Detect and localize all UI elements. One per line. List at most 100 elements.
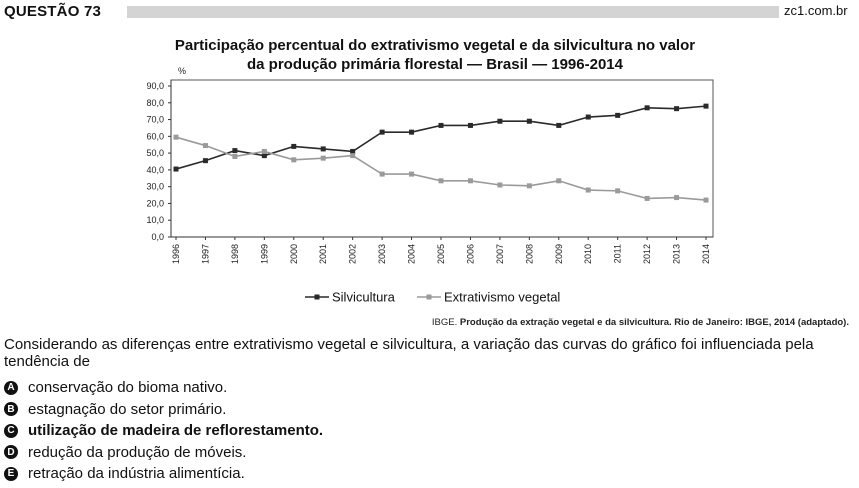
answer-options: A conservação do bioma nativo. B estagna…	[4, 377, 604, 485]
x-tick-label: 2012	[642, 244, 652, 264]
option-text-b: estagnação do setor primário.	[28, 400, 227, 418]
series-point-2	[202, 143, 208, 149]
y-tick-label: 0,0	[151, 232, 164, 242]
x-tick-label: 2006	[465, 244, 475, 264]
x-tick-label: 2004	[407, 244, 417, 264]
series-point-1	[291, 143, 297, 149]
x-tick-label: 2010	[583, 244, 593, 264]
y-tick-label: 90,0	[146, 81, 164, 91]
series-line-2	[175, 136, 707, 201]
series-point-2	[497, 182, 503, 188]
series-point-2	[350, 153, 356, 159]
series-point-2	[585, 187, 591, 193]
y-tick-label: 30,0	[146, 182, 164, 192]
series-point-1	[438, 122, 444, 128]
option-letter-e: E	[4, 466, 18, 481]
series-point-2	[438, 178, 444, 184]
x-tick-label: 1999	[259, 244, 269, 264]
x-tick-label: 2000	[289, 244, 299, 264]
series-point-1	[644, 105, 650, 111]
series-point-2	[615, 188, 621, 194]
site-name: zc1.com.br	[784, 3, 848, 18]
y-tick-label: 20,0	[146, 198, 164, 208]
y-tick-label: 70,0	[146, 115, 164, 125]
x-tick-label: 2014	[701, 244, 711, 264]
series-point-1	[674, 106, 680, 112]
series-point-1	[526, 118, 532, 124]
x-tick-label: 1997	[200, 244, 210, 264]
option-text-a: conservação do bioma nativo.	[28, 379, 228, 397]
option-letter-c: C	[4, 423, 18, 438]
header-bar	[127, 6, 779, 18]
option-d[interactable]: D redução da produção de móveis.	[4, 442, 604, 464]
series-point-1	[261, 153, 267, 159]
option-letter-d: D	[4, 445, 18, 460]
series-point-2	[232, 153, 238, 159]
series-point-2	[556, 178, 562, 184]
series-point-1	[202, 158, 208, 164]
x-tick-label: 2009	[554, 244, 564, 264]
option-text-d: redução da produção de móveis.	[28, 443, 247, 461]
legend-marker-2	[426, 294, 432, 300]
series-point-1	[615, 112, 621, 118]
series-point-1	[497, 118, 503, 124]
option-letter-b: B	[4, 402, 18, 417]
option-text-e: retração da indústria alimentícia.	[28, 465, 245, 483]
x-tick-label: 1996	[171, 244, 181, 264]
legend-label-2: Extrativismo vegetal	[444, 290, 560, 305]
y-tick-label: 50,0	[146, 148, 164, 158]
x-tick-label: 2013	[672, 244, 682, 264]
series-line-1	[175, 105, 707, 170]
x-tick-label: 2001	[318, 244, 328, 264]
series-point-1	[703, 103, 709, 109]
y-tick-label: 40,0	[146, 165, 164, 175]
legend-marker-1	[314, 294, 320, 300]
line-chart: % 0,0 10,0 20,0 30,0 40,0 50,0 60,0 70,0 80,0 90,0…	[146, 66, 714, 305]
series-point-1	[467, 122, 473, 128]
x-tick-label: 2008	[524, 244, 534, 264]
chart-title-line-1: Participação percentual do extrativismo …	[174, 37, 696, 54]
option-c[interactable]: C utilização de madeira de reflorestamen…	[4, 420, 604, 442]
x-tick-label: 2002	[348, 244, 358, 264]
x-tick-label: 2011	[613, 244, 623, 263]
x-tick-label: 2003	[377, 244, 387, 264]
option-letter-a: A	[4, 380, 18, 395]
series-point-2	[703, 197, 709, 203]
x-tick-label: 2005	[436, 244, 446, 264]
source-org: IBGE.	[431, 317, 460, 328]
x-tick-label: 2007	[495, 244, 505, 264]
option-text-c: utilização de madeira de reflorestamento…	[28, 422, 324, 440]
series-point-2	[261, 148, 267, 154]
series-point-2	[291, 157, 297, 163]
series-point-1	[173, 166, 179, 172]
series-point-2	[409, 171, 415, 177]
y-axis-unit: %	[178, 66, 186, 76]
series-point-1	[409, 129, 415, 135]
question-text: Considerando as diferenças entre extrati…	[4, 336, 814, 370]
y-tick-label: 80,0	[146, 98, 164, 108]
series-point-2	[674, 195, 680, 201]
series-point-2	[379, 171, 385, 177]
series-point-2	[526, 183, 532, 189]
y-tick-label: 10,0	[146, 215, 164, 225]
series-point-2	[644, 195, 650, 201]
series-point-2	[467, 178, 473, 184]
series-point-1	[379, 129, 385, 135]
series-point-2	[320, 155, 326, 161]
question-number: QUESTÃO 73	[4, 3, 102, 20]
chart-source: IBGE. Produção da extração vegetal e da …	[432, 317, 849, 328]
series-point-1	[232, 148, 238, 154]
plot-frame	[170, 79, 714, 238]
legend-label-1: Silvicultura	[332, 290, 396, 305]
series-point-1	[556, 122, 562, 128]
chart-title: Participação percentual do extrativismo …	[110, 36, 760, 74]
option-a[interactable]: A conservação do bioma nativo.	[4, 377, 604, 399]
series-point-1	[320, 146, 326, 152]
source-rest: Produção da extração vegetal e da silvic…	[459, 317, 849, 328]
series-point-1	[585, 114, 591, 120]
option-b[interactable]: B estagnação do setor primário.	[4, 399, 604, 421]
chart-title-line-2: da produção primária florestal — Brasil …	[247, 56, 623, 73]
series-point-1	[350, 148, 356, 154]
x-tick-label: 1998	[230, 244, 240, 264]
option-e[interactable]: E retração da indústria alimentícia.	[4, 463, 604, 485]
